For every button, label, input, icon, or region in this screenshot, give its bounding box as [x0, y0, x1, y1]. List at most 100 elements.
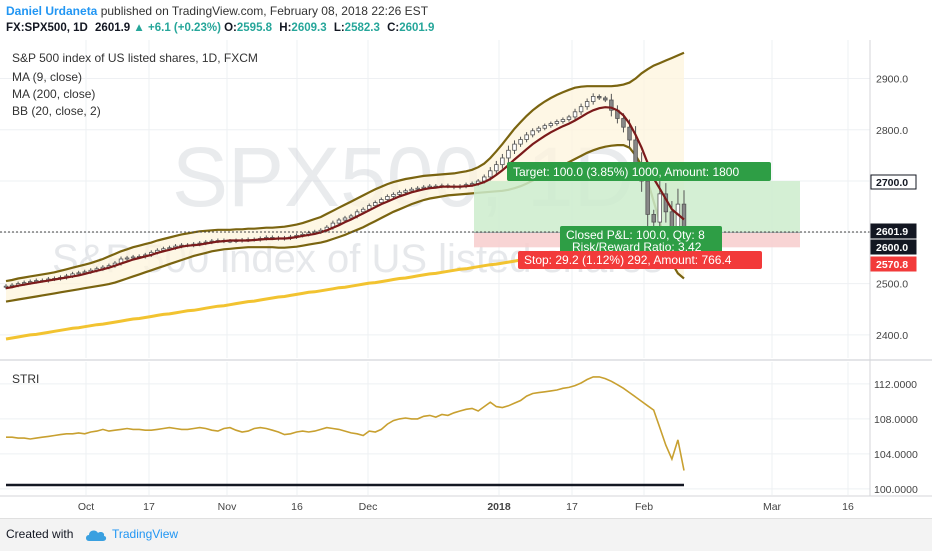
- price-tag-box: [870, 174, 917, 190]
- stri-path: [6, 376, 685, 471]
- target-zone[interactable]: [474, 181, 800, 233]
- candle-body: [415, 187, 420, 190]
- candle-body: [578, 106, 584, 113]
- stri-pane[interactable]: STRI: [0, 362, 870, 495]
- candle-body: [590, 96, 596, 102]
- candle-body: [342, 217, 348, 221]
- price-tag-label: 2570.8: [876, 259, 908, 271]
- candle-body: [584, 101, 590, 108]
- publish-line: Daniel Urdaneta published on TradingView…: [6, 4, 428, 18]
- ma9-path: [5, 106, 685, 290]
- candle-body: [488, 170, 493, 178]
- candle-body: [627, 126, 632, 141]
- bb-lower-line: [5, 144, 685, 303]
- close-label: C:: [387, 22, 400, 34]
- legend-bb[interactable]: BB (20, close, 2): [12, 104, 101, 118]
- candle-body: [518, 139, 523, 145]
- candle-body: [409, 188, 414, 192]
- price-pane[interactable]: SPX500, 1D S&P 500 index of US listed sh…: [0, 40, 870, 358]
- target-label-box[interactable]: [507, 162, 771, 181]
- candle-body: [500, 157, 505, 166]
- candle-body: [566, 116, 572, 120]
- stri-tick-label: 104.0000: [874, 449, 918, 461]
- candle-body: [675, 203, 681, 231]
- symbol-text[interactable]: FX:SPX500, 1D: [6, 22, 88, 34]
- legend-ma9[interactable]: MA (9, close): [12, 70, 82, 84]
- price-tick-label: 2500.0: [876, 279, 908, 291]
- candle-body: [633, 139, 638, 164]
- target-label: Target: 100.0 (3.85%) 1000, Amount: 1800: [513, 165, 739, 179]
- candle-body: [572, 111, 578, 118]
- time-axis[interactable]: Oct 17 Nov 16 Dec 2018 17 Feb Mar 16: [78, 501, 854, 513]
- open-value: 2595.8: [236, 22, 273, 34]
- legend: S&P 500 index of US listed shares, 1D, F…: [12, 51, 258, 118]
- time-tick-label: 17: [143, 501, 155, 513]
- candle-body: [391, 193, 396, 197]
- candle-body: [506, 149, 511, 159]
- candle-body: [542, 125, 547, 129]
- candle-body: [76, 272, 81, 275]
- price-tag-box: [870, 223, 917, 239]
- price-axis-tags: 2700.0 2601.9 2600.0 2570.8: [870, 174, 917, 272]
- stri-tick-label: 108.0000: [874, 414, 918, 426]
- bollinger-bands: [5, 51, 685, 303]
- candle-body: [621, 118, 626, 128]
- candle-body: [609, 99, 614, 111]
- up-arrow-icon: ▲: [133, 22, 145, 34]
- bb-upper-line: [5, 51, 685, 283]
- time-tick-label: 16: [842, 501, 854, 513]
- legend-ma200[interactable]: MA (200, close): [12, 87, 95, 101]
- candle-body: [530, 130, 535, 136]
- candle-body: [379, 199, 384, 203]
- low-value: 2582.3: [344, 22, 380, 34]
- candle-body: [360, 208, 366, 213]
- closed-pnl-box[interactable]: [560, 226, 722, 254]
- candle-body: [494, 164, 499, 172]
- symbol-line: FX:SPX500, 1D 2601.9 ▲ +6.1 (+0.23%) O:2…: [6, 22, 438, 34]
- legend-stri[interactable]: STRI: [12, 372, 39, 386]
- candle-body: [657, 193, 663, 223]
- candle-body: [385, 196, 390, 200]
- price-tag-label: 2600.0: [876, 242, 908, 254]
- position-labels[interactable]: Target: 100.0 (3.85%) 1000, Amount: 1800…: [507, 162, 771, 269]
- price-axis[interactable]: 2400.0 2500.0 2600.0 2700.0 2800.0 2900.0: [876, 73, 908, 341]
- candle-body: [560, 119, 566, 122]
- stop-label: Stop: 29.2 (1.12%) 292, Amount: 766.4: [524, 253, 732, 267]
- candle-body: [348, 215, 354, 219]
- author-link[interactable]: Daniel Urdaneta: [6, 4, 98, 18]
- created-with-text: Created with: [6, 527, 74, 541]
- ma9-line: [5, 106, 685, 290]
- price-tag-box: [870, 239, 917, 255]
- low-label: L:: [333, 22, 345, 34]
- candle-body: [524, 134, 529, 140]
- tradingview-link[interactable]: TradingView: [112, 527, 179, 541]
- candle-body: [603, 97, 608, 101]
- candle-body: [548, 123, 554, 127]
- candle-body: [536, 127, 541, 132]
- candle-body: [130, 256, 136, 259]
- candle-body: [403, 190, 408, 193]
- time-tick-label: 17: [566, 501, 578, 513]
- candle-body: [512, 143, 517, 151]
- price-tag-label: 2700.0: [876, 177, 908, 189]
- stri-tick-label: 112.0000: [874, 379, 917, 391]
- chart-area[interactable]: SPX500, 1D S&P 500 index of US listed sh…: [0, 40, 932, 518]
- tradingview-cloud-icon[interactable]: [84, 527, 108, 543]
- candle-body: [554, 121, 560, 125]
- bb-fill: [6, 52, 684, 302]
- candle-body: [597, 96, 602, 99]
- open-label: O:: [224, 22, 237, 34]
- price-tag-box: [870, 256, 917, 272]
- high-label: H:: [279, 22, 292, 34]
- legend-title: S&P 500 index of US listed shares, 1D, F…: [12, 51, 258, 65]
- stop-label-box[interactable]: [518, 251, 762, 269]
- price-tick-label: 2400.0: [876, 330, 908, 342]
- candle-body: [373, 202, 378, 207]
- close-value: 2601.9: [399, 22, 435, 34]
- time-tick-label: Dec: [359, 501, 378, 513]
- candle-body: [397, 191, 402, 195]
- stri-axis[interactable]: 100.0000 104.0000 108.0000 112.0000: [874, 379, 918, 496]
- footer: Created with TradingView: [0, 518, 932, 551]
- candle-body: [645, 180, 650, 215]
- candle-body: [681, 203, 687, 228]
